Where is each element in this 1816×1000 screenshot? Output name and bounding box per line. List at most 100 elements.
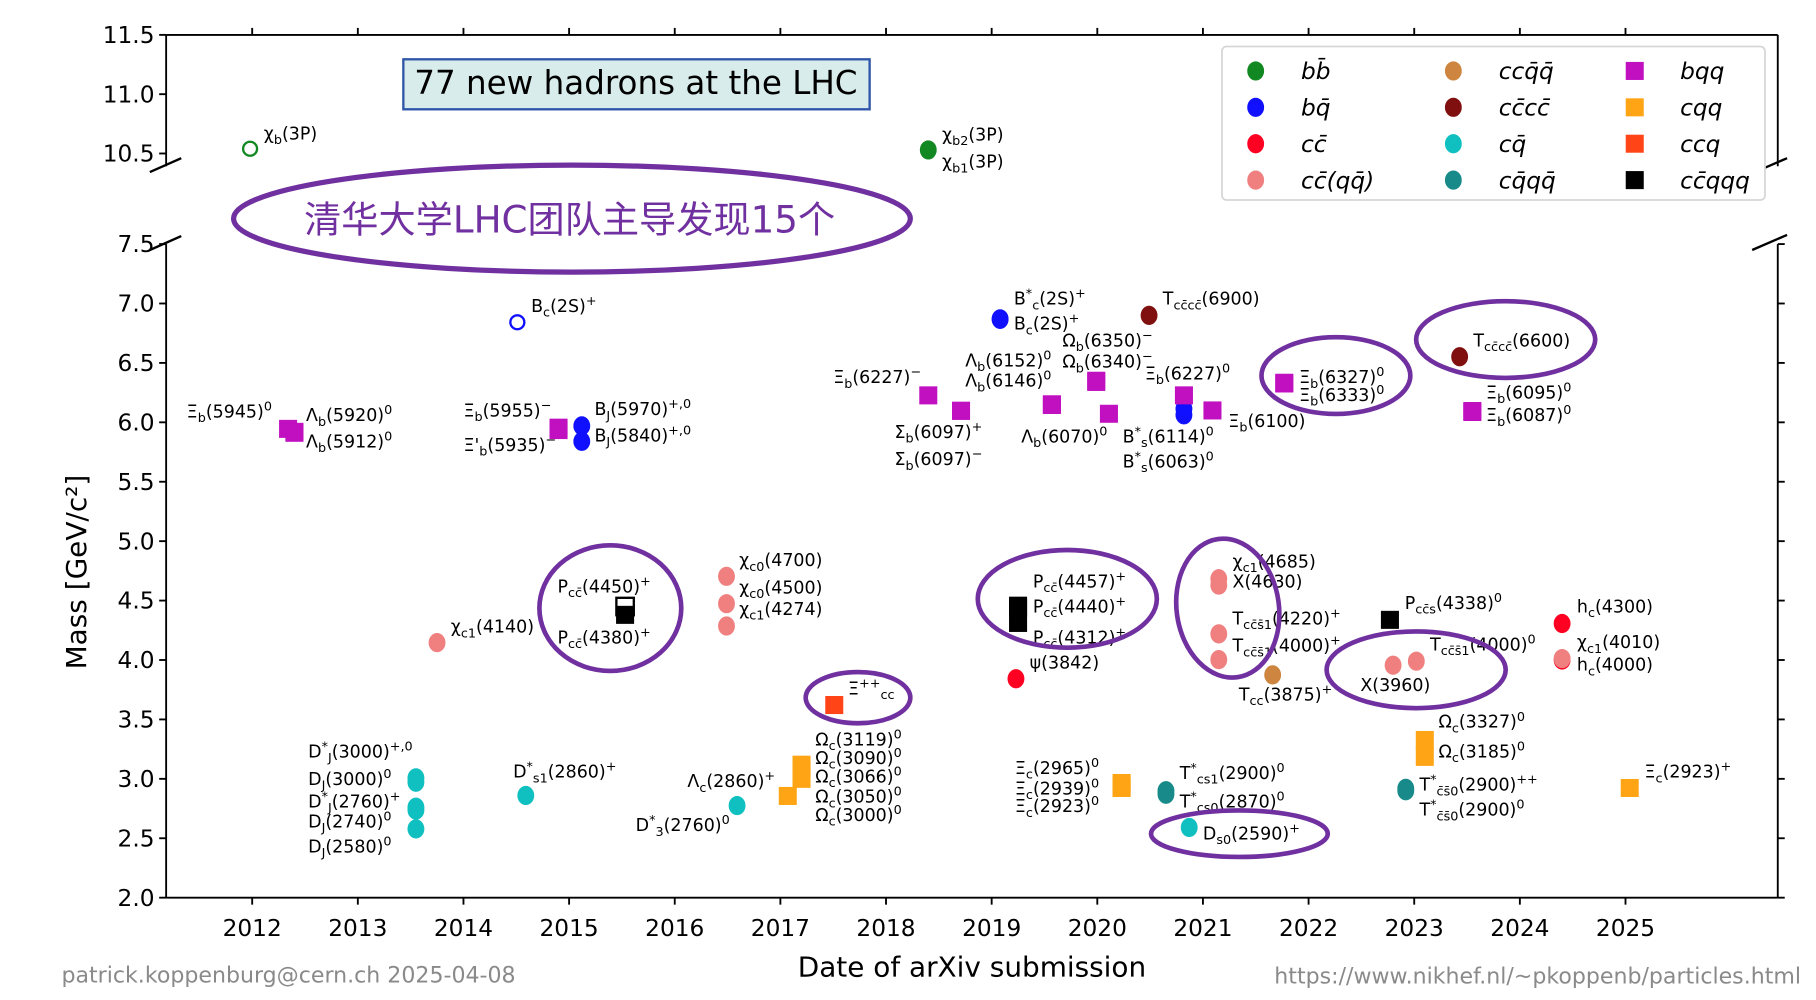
- point-bqq: [549, 421, 568, 440]
- point-bb: [919, 140, 937, 160]
- point-label: hc(4000): [1577, 656, 1653, 680]
- y-tick-label: 11.5: [103, 22, 155, 49]
- point-cq: [407, 800, 425, 820]
- point-ccqq: [1384, 655, 1402, 675]
- point-label: ψ(3842): [1030, 653, 1100, 673]
- point-ccq: [825, 696, 844, 715]
- point-labels: χb(3P) χb2(3P)χb1(3P)Ξb(5945)0 Λb(5920)0Λb…: [187, 124, 1732, 861]
- y-tick-label: 4.5: [118, 588, 155, 615]
- point-bqq: [1174, 386, 1193, 405]
- point-bqq: [1463, 402, 1482, 421]
- point-label: X(3960): [1360, 676, 1430, 696]
- y-tick-label: 10.5: [103, 141, 155, 168]
- point-cqq: [1415, 730, 1434, 749]
- chart-title: 77 new hadrons at the LHC: [414, 64, 857, 102]
- point-ccqqq: [1009, 613, 1028, 632]
- point-ccqq: [718, 566, 735, 586]
- legend-label-cqq: cqq: [1680, 94, 1722, 121]
- point-label: Ωc(3000)0: [815, 803, 901, 830]
- point-label: X(4630): [1233, 573, 1303, 593]
- point-label: B*s(6063)0: [1123, 450, 1214, 477]
- legend-label-ccqq: cc̄(qq̄): [1301, 167, 1374, 194]
- y-axis-label: Mass [GeV/c²]: [60, 475, 93, 670]
- x-tick-label: 2013: [328, 915, 387, 942]
- highlight-ellipse: [1413, 298, 1598, 381]
- point-label: χb1(3P): [942, 153, 1004, 177]
- x-tick-label: 2017: [751, 915, 810, 942]
- y-tick-label: 6.0: [118, 409, 155, 436]
- point-label: T*cs1(2900)0: [1179, 761, 1285, 788]
- point-ccqq: [718, 594, 735, 614]
- legend-marker-cqq: [1625, 98, 1644, 117]
- point-label: Ξ++cc: [848, 676, 895, 703]
- point-label: Bc(2S)+: [531, 294, 597, 321]
- point-bqq: [1087, 372, 1106, 391]
- y-tick-label: 2.5: [118, 825, 155, 852]
- legend-marker-bq: [1247, 97, 1265, 117]
- point-label: D*3(2760)0: [636, 813, 730, 840]
- point-bqq: [1099, 404, 1118, 423]
- legend-label-cq: cq̄: [1499, 131, 1527, 158]
- point-ccqqq: [1380, 610, 1399, 629]
- point-bqq: [1203, 401, 1222, 420]
- x-tick-label: 2016: [645, 915, 704, 942]
- point-label: Ωb(6350)−: [1062, 328, 1152, 355]
- highlight-ellipse: [1173, 536, 1282, 680]
- x-tick-label: 2025: [1596, 915, 1655, 942]
- point-label: B*c(2S)+: [1014, 287, 1086, 314]
- point-label: Σb(6097)−: [894, 447, 982, 474]
- point-cqq: [1112, 778, 1131, 797]
- point-label: Pcc̄s(4338)0: [1405, 591, 1502, 618]
- point-cqq: [792, 755, 811, 774]
- axis-break-mark: [149, 234, 182, 252]
- point-cc: [1553, 613, 1571, 634]
- point-label: Tcc̄cc̄(6600): [1472, 331, 1570, 355]
- point-label: Ωc(3066)0: [815, 764, 901, 791]
- point-cqq: [1415, 747, 1434, 766]
- point-bqq: [919, 386, 938, 405]
- legend-label-cccc: cc̄cc̄: [1499, 94, 1551, 121]
- point-label: Ξc(2965)0: [1015, 756, 1099, 783]
- legend-marker-bqq: [1625, 61, 1644, 80]
- x-tick-label: 2023: [1385, 915, 1444, 942]
- point-ccqq: [428, 633, 446, 653]
- point-cq: [407, 819, 425, 839]
- point-label: Ωc(3327)0: [1439, 710, 1525, 737]
- legend-label-bq: bq̄: [1301, 94, 1331, 121]
- y-tick-label: 3.5: [118, 707, 155, 734]
- point-bq: [1175, 405, 1193, 425]
- legend-label-ccqbqb: ccq̄q̄: [1499, 58, 1554, 85]
- legend-marker-ccqqq: [1625, 171, 1644, 190]
- point-label: Λb(6070)0: [1021, 425, 1107, 452]
- highlight-ellipse: [803, 669, 913, 726]
- point-label: Ξb(6095)0: [1486, 381, 1571, 408]
- author-date: patrick.koppenburg@cern.ch 2025-04-08: [61, 963, 515, 989]
- point-label: Ξb(5955)−: [463, 398, 551, 425]
- point-label: Pcc̄(4380)+: [557, 625, 650, 652]
- point-label: B*s(6114)0: [1123, 425, 1214, 452]
- y-tick-label: 7.5: [118, 231, 155, 258]
- point-label: χc1(4274): [739, 600, 822, 624]
- legend-label-cc: cc̄: [1301, 131, 1327, 158]
- y-tick-label: 7.0: [118, 291, 155, 318]
- point-ccqq: [1553, 648, 1571, 669]
- highlight-ellipse: [1148, 808, 1331, 860]
- point-label: Ξc(2923)+: [1645, 760, 1732, 787]
- legend: bb̄ bq̄ cc̄ cc̄(qq̄) ccq̄q̄ cc̄cc̄ cq̄ cq̄qq̄ bq…: [1221, 45, 1766, 201]
- point-label: DJ(2580)0: [308, 835, 391, 862]
- legend-label-cqqq: cq̄qq̄: [1499, 167, 1556, 194]
- point-label: Ξc(2923)0: [1015, 794, 1099, 821]
- point-label: BJ(5970)+,0: [594, 397, 691, 424]
- point-cqq: [778, 786, 797, 805]
- point-label: Λb(5920)0: [306, 403, 392, 430]
- legend-label-bb: bb̄: [1301, 57, 1331, 85]
- point-label: Ξb(6227)−: [833, 365, 921, 392]
- y-tick-label: 4.0: [118, 647, 155, 674]
- point-label: D*J(3000)+,0: [308, 739, 413, 766]
- legend-marker-cccc: [1444, 97, 1462, 117]
- point-label: χc1(4140): [451, 618, 534, 642]
- point-bq: [509, 314, 526, 331]
- x-tick-label: 2020: [1068, 915, 1127, 942]
- point-label: Ωb(6340)−: [1062, 350, 1152, 377]
- point-label: T*c̄s̄0(2900)++: [1419, 773, 1538, 800]
